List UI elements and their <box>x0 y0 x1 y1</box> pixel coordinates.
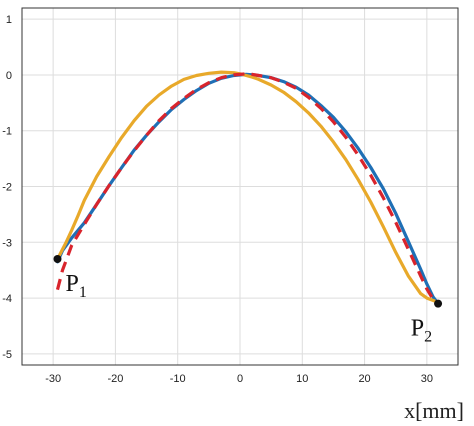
x-tick-label: 10 <box>296 373 308 385</box>
series-lines <box>55 70 440 306</box>
x-tick-label: 0 <box>237 373 243 385</box>
y-tick-label: -3 <box>2 237 12 249</box>
x-tick-label: -10 <box>170 373 186 385</box>
marked-points: P1 P2 <box>53 255 443 346</box>
point-label-1: P1 <box>66 271 87 301</box>
y-tick-label: -2 <box>2 182 12 194</box>
y-axis-ticks: -5 -4 -3 -2 -1 0 1 <box>2 14 12 361</box>
point-marker-1 <box>53 255 62 264</box>
x-tick-label: -20 <box>107 373 123 385</box>
series-line-3 <box>55 72 435 301</box>
x-tick-label: 20 <box>358 373 370 385</box>
x-tick-label: 30 <box>421 373 433 385</box>
point-label-2: P2 <box>411 316 432 346</box>
y-tick-label: -4 <box>2 293 12 305</box>
series-line-1 <box>55 72 440 306</box>
y-tick-label: -1 <box>2 126 12 138</box>
y-tick-label: 0 <box>6 70 12 82</box>
plot-area <box>21 7 459 366</box>
y-tick-label: 1 <box>6 14 12 26</box>
point-marker-2 <box>434 299 443 308</box>
x-tick-label: -30 <box>45 373 61 385</box>
y-tick-label: -5 <box>2 349 12 361</box>
chart-grid <box>22 8 458 365</box>
x-axis-label: x[mm] <box>404 398 464 423</box>
x-axis-ticks: -30 -20 -10 0 10 20 30 <box>45 373 433 385</box>
